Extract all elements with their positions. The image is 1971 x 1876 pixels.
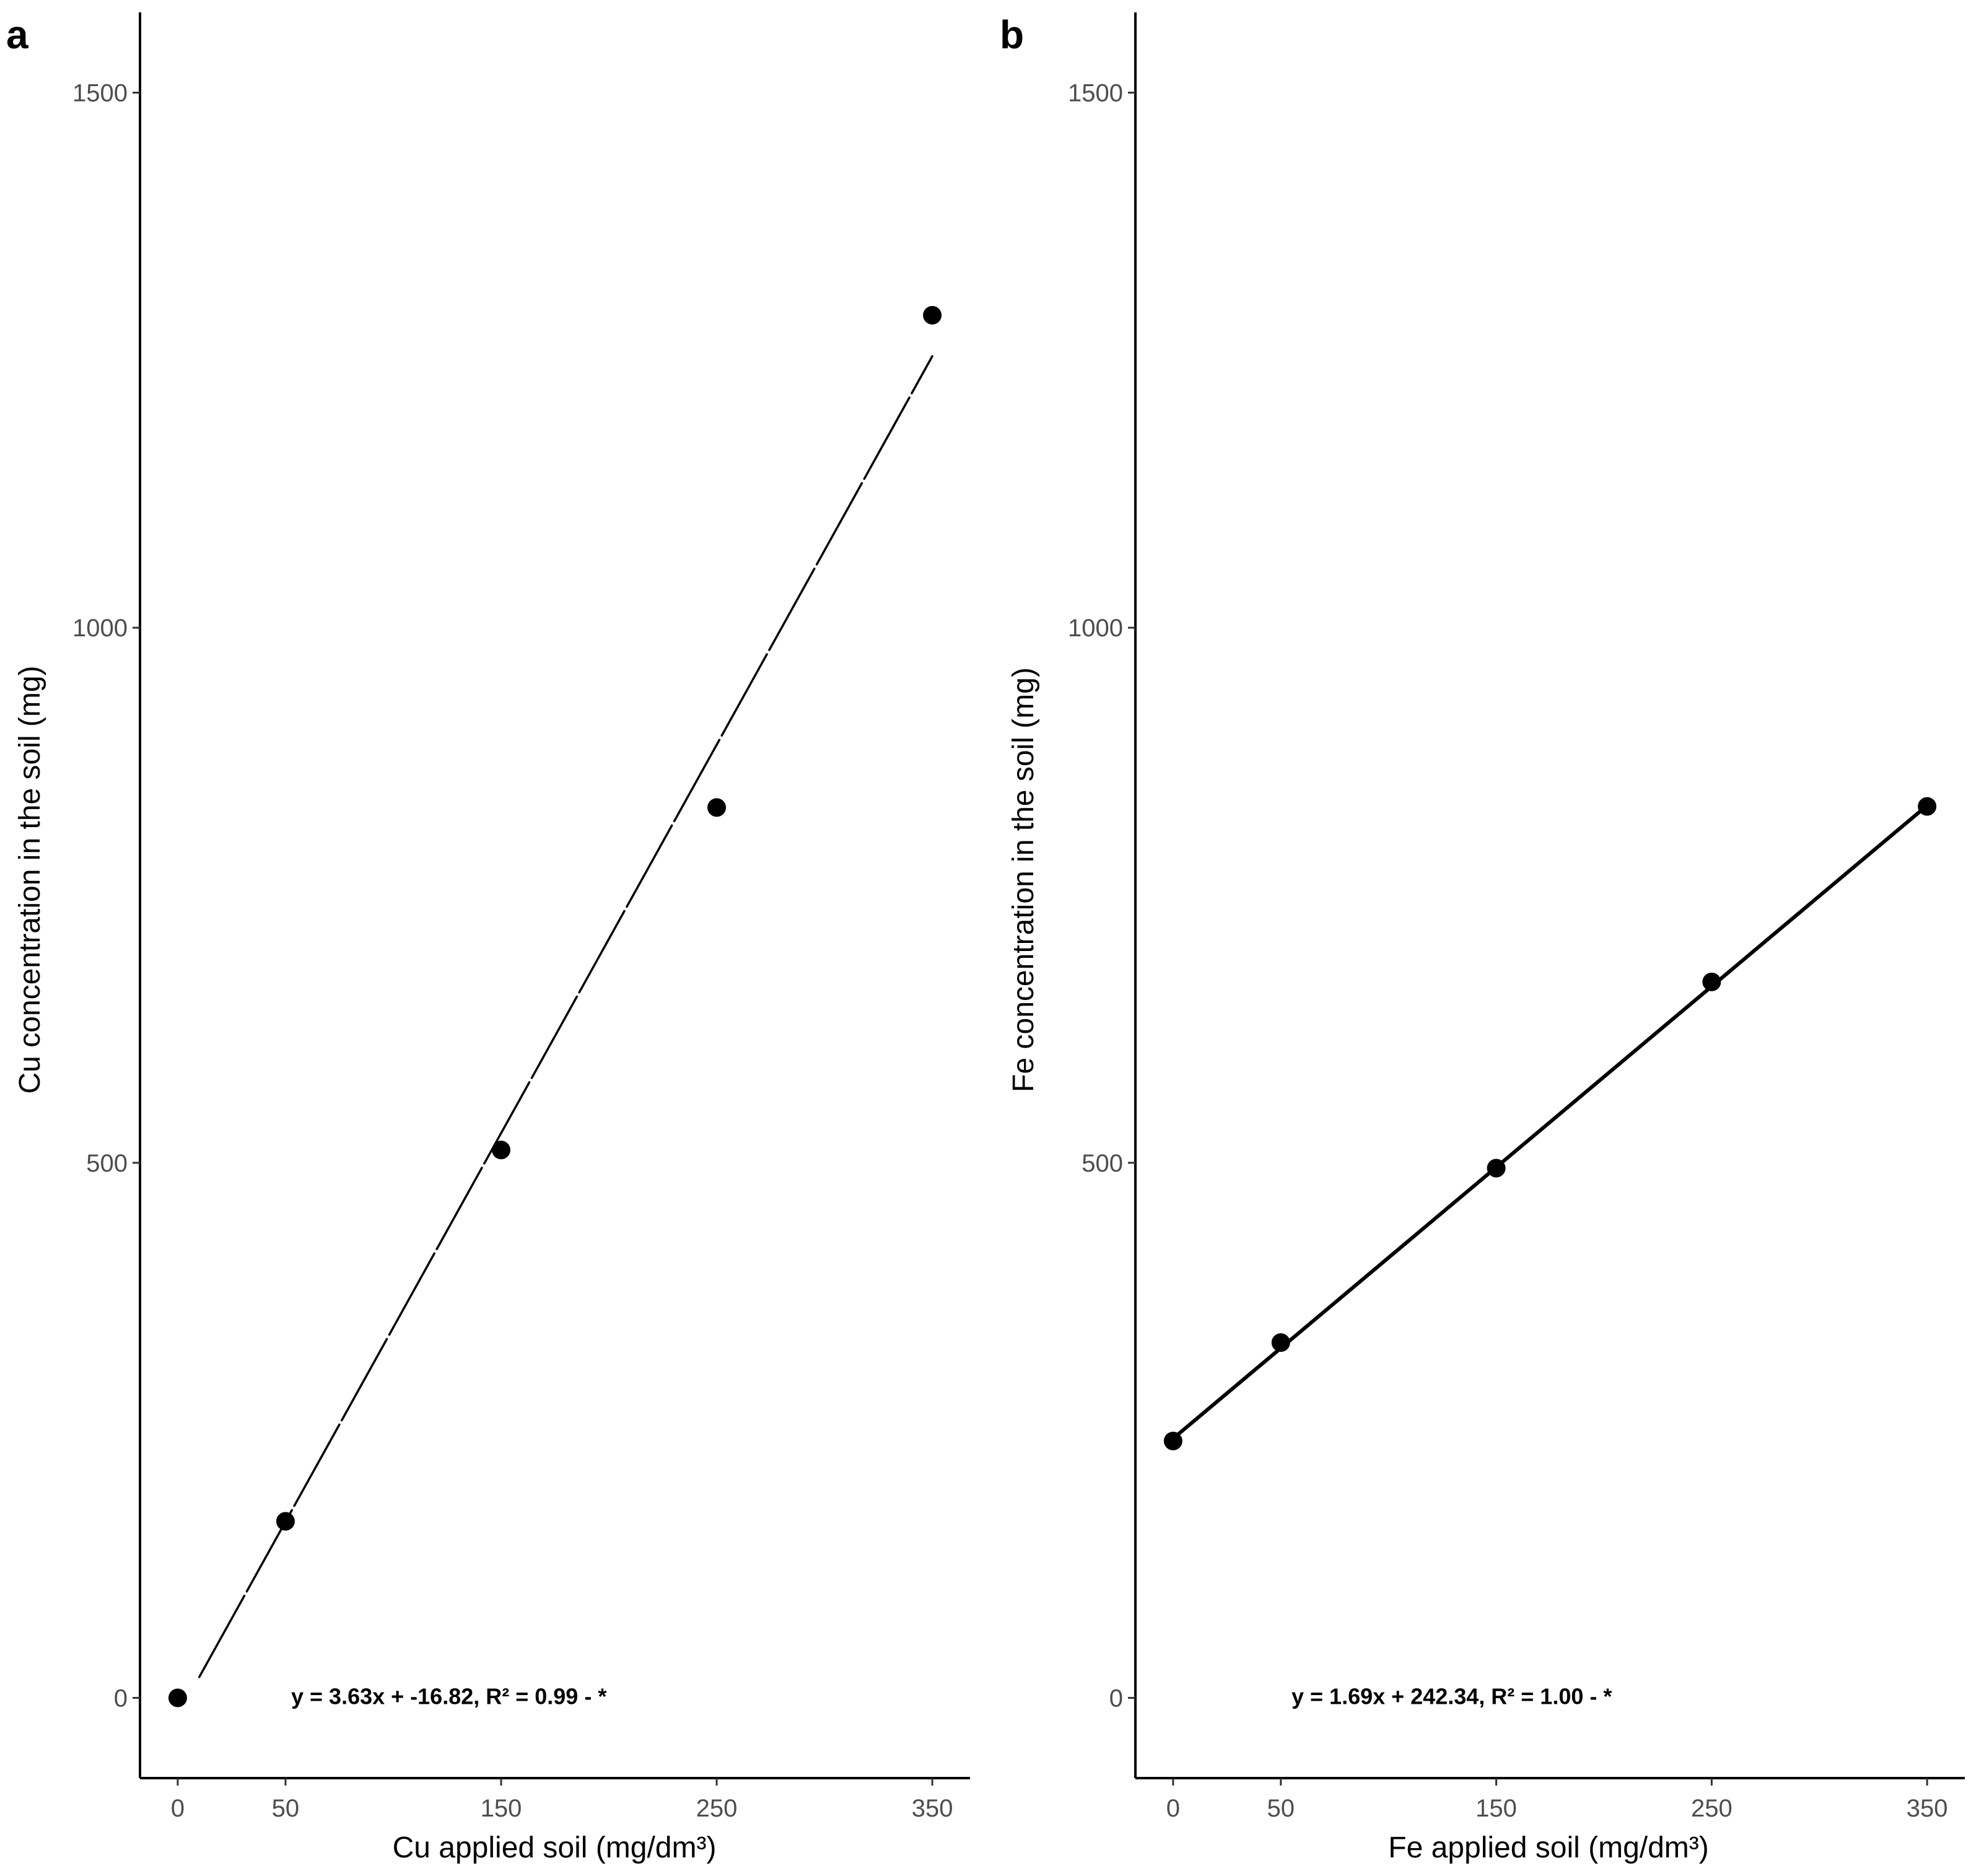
regression-line-b	[1171, 804, 1929, 1440]
y-tick-label: 1000	[1068, 615, 1123, 642]
x-tick-label: 0	[1166, 1795, 1180, 1822]
y-tick-label: 0	[1109, 1685, 1123, 1712]
x-tick-label: 250	[1691, 1795, 1733, 1822]
regression-equation-a: y = 3.63x + -16.82, R² = 0.99 - *	[291, 1683, 606, 1709]
y-tick-label: 1000	[72, 615, 128, 642]
panel-label-b: b	[1000, 12, 1024, 57]
x-tick-label: 250	[696, 1795, 738, 1822]
data-point	[1702, 972, 1721, 991]
data-point	[276, 1512, 295, 1531]
x-tick-label: 150	[1475, 1795, 1517, 1822]
x-tick-label: 0	[171, 1795, 185, 1822]
panel-b: b Fe concentration in the soil (mg) Fe a…	[1000, 12, 1965, 1864]
data-point	[168, 1688, 187, 1707]
y-tick-label: 500	[86, 1150, 128, 1177]
data-point	[923, 305, 942, 325]
data-point	[1918, 797, 1937, 816]
data-point	[1163, 1431, 1182, 1450]
x-tick-label: 50	[272, 1795, 300, 1822]
data-point	[491, 1141, 510, 1160]
x-tick-label: 350	[912, 1795, 953, 1822]
panel-a: a Cu concentration in the soil (mg) Cu a…	[6, 12, 970, 1864]
panel-label-a: a	[6, 12, 28, 57]
y-tick-label: 1500	[1068, 80, 1123, 107]
regression-equation-b: y = 1.69x + 242.34, R² = 1.00 - *	[1291, 1683, 1612, 1709]
x-axis-title-b: Fe applied soil (mg/dm³)	[1388, 1831, 1709, 1864]
x-tick-label: 50	[1267, 1795, 1295, 1822]
y-tick-label: 0	[114, 1685, 128, 1712]
y-tick-label: 1500	[72, 80, 128, 107]
x-axis-title-a: Cu applied soil (mg/dm³)	[393, 1831, 717, 1864]
data-point	[707, 798, 727, 817]
y-tick-label: 500	[1082, 1150, 1123, 1177]
data-point	[1271, 1333, 1290, 1352]
x-tick-label: 150	[481, 1795, 522, 1822]
data-point	[1487, 1159, 1506, 1178]
y-axis-title-b: Fe concentration in the soil (mg)	[1007, 667, 1040, 1092]
regression-line-a	[198, 355, 933, 1678]
x-tick-label: 350	[1907, 1795, 1948, 1822]
y-axis-title-a: Cu concentration in the soil (mg)	[14, 666, 46, 1094]
